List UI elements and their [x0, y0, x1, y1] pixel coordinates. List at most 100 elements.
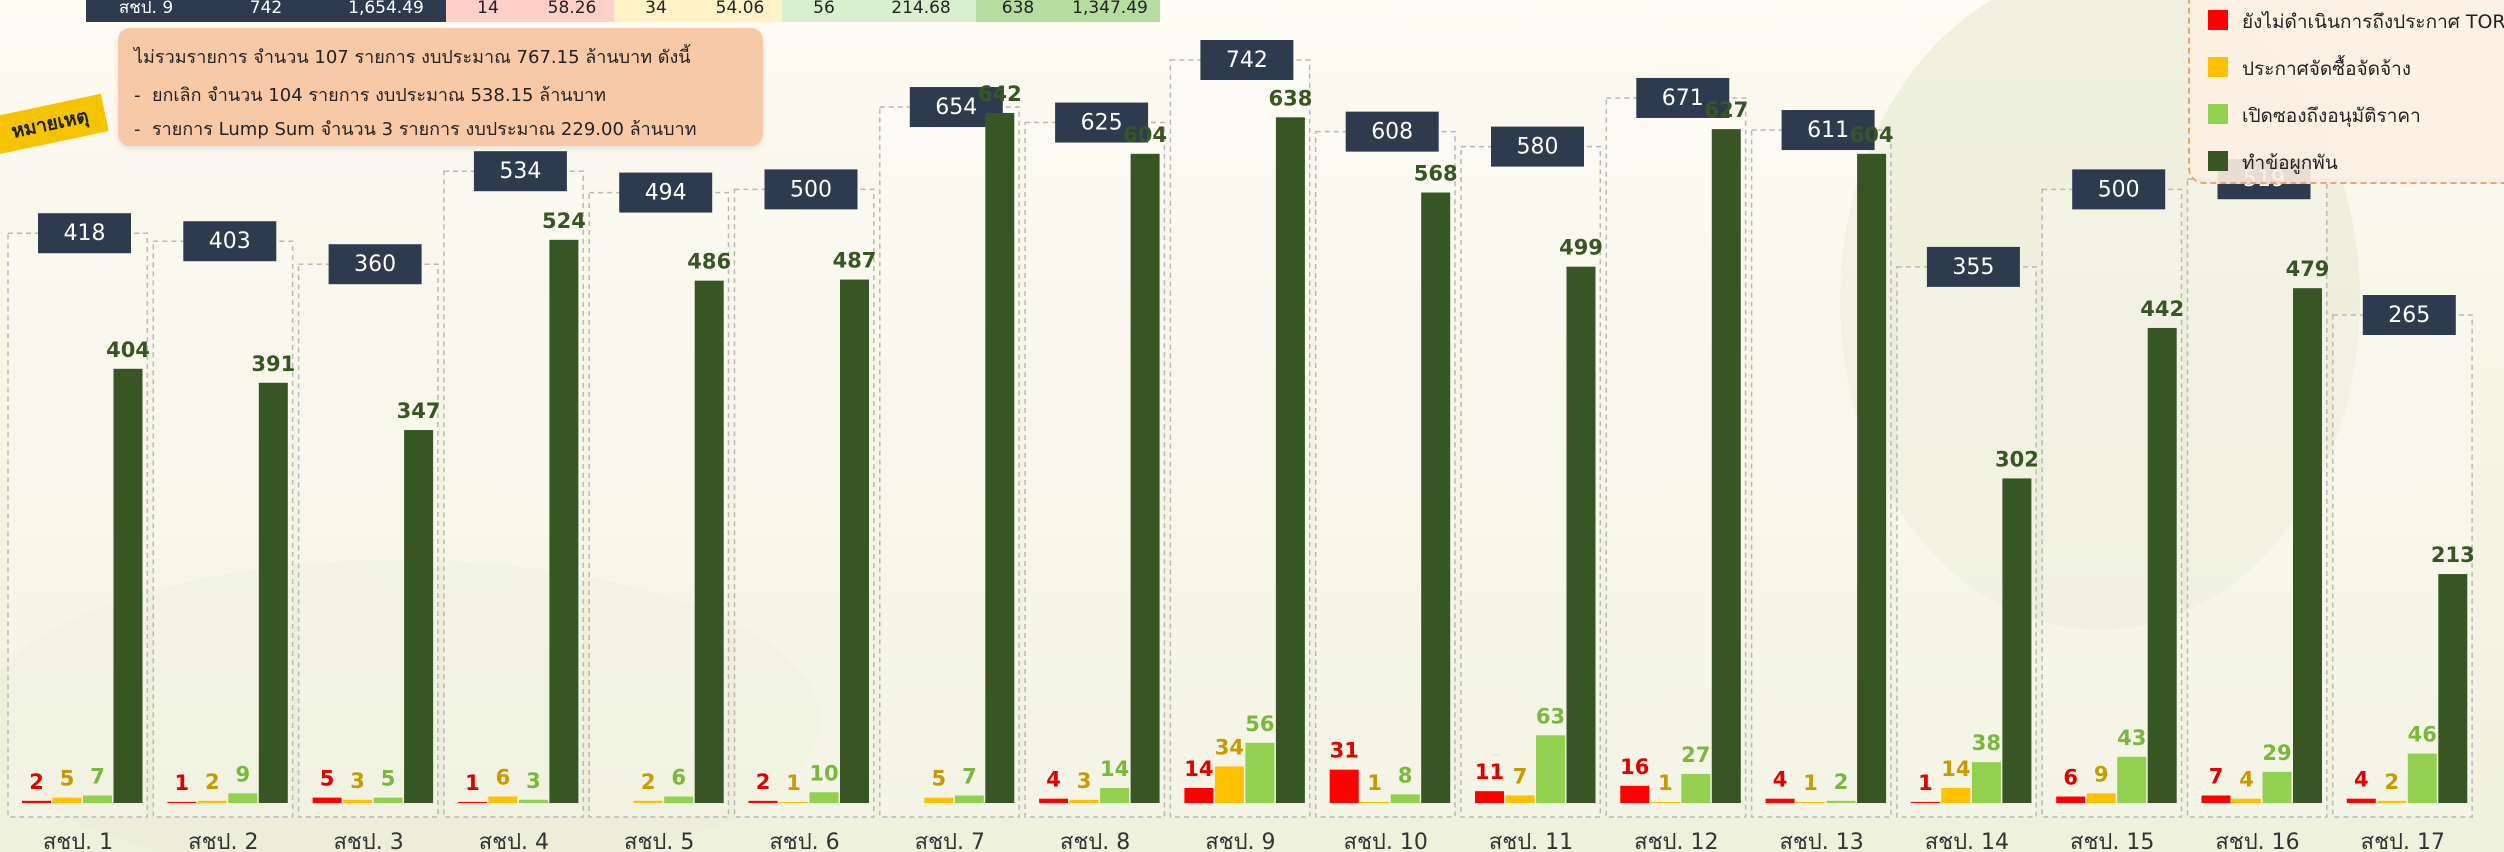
bar [2087, 793, 2116, 803]
value-label: 11 [1475, 760, 1504, 784]
value-label: 10 [809, 761, 838, 785]
x-tick-label: สชป. 6 [769, 830, 839, 852]
bar [1941, 788, 1970, 803]
bar [1215, 766, 1244, 803]
x-tick-label: สชป. 5 [624, 830, 694, 852]
total-label: 355 [1952, 255, 1994, 280]
value-label: 6 [496, 766, 511, 790]
legend-label: ทำข้อผูกพัน [2242, 148, 2338, 178]
bar [259, 383, 288, 803]
bar [2377, 801, 2406, 803]
table-cell: 742 [206, 0, 328, 22]
total-label: 625 [1081, 111, 1123, 136]
value-label: 2 [2384, 770, 2399, 794]
value-label: 442 [2140, 297, 2184, 321]
value-label: 6 [671, 766, 686, 790]
bar [1857, 154, 1886, 803]
bar [779, 802, 808, 803]
bar [53, 798, 82, 803]
x-tick-label: สชป. 14 [1925, 830, 2009, 852]
bar [955, 795, 984, 803]
bar [458, 802, 487, 803]
value-label: 1 [1918, 771, 1933, 795]
value-label: 29 [2262, 741, 2291, 765]
value-label: 1 [786, 771, 801, 795]
value-label: 1 [1658, 771, 1673, 795]
table-cell: 1,347.49 [1060, 0, 1162, 22]
value-label: 5 [381, 767, 396, 791]
table-cell: 58.26 [530, 0, 616, 22]
table-cell: 214.68 [866, 0, 978, 22]
total-label: 403 [209, 229, 251, 254]
value-label: 5 [60, 767, 75, 791]
legend-swatch [2208, 151, 2228, 171]
bar [374, 798, 403, 803]
bar [1796, 802, 1825, 803]
bar [2293, 288, 2322, 803]
bar [1100, 788, 1129, 803]
total-label: 611 [1807, 118, 1849, 143]
legend-swatch [2208, 10, 2228, 30]
bar [2202, 795, 2231, 803]
bar [985, 113, 1014, 803]
total-label: 608 [1371, 120, 1413, 145]
bar [1475, 791, 1504, 803]
bar [1620, 786, 1649, 803]
bar [1276, 117, 1305, 803]
bar [924, 798, 953, 803]
value-label: 604 [1850, 123, 1894, 147]
value-label: 9 [2094, 762, 2109, 786]
bar [695, 281, 724, 803]
value-label: 347 [397, 399, 441, 423]
bar [840, 280, 869, 803]
x-tick-label: สชป. 1 [43, 830, 113, 852]
value-label: 487 [833, 249, 877, 273]
bar [114, 369, 143, 803]
bar [488, 797, 517, 803]
table-cell: 638 [976, 0, 1062, 22]
x-tick-label: สชป. 16 [2215, 830, 2299, 852]
x-tick-label: สชป. 17 [2361, 830, 2445, 852]
bar [1712, 129, 1741, 803]
value-label: 3 [350, 769, 365, 793]
value-label: 486 [687, 250, 731, 274]
total-label: 534 [499, 159, 541, 184]
total-label: 360 [354, 252, 396, 277]
x-tick-label: สชป. 10 [1344, 830, 1428, 852]
value-label: 3 [1077, 769, 1092, 793]
note-item-text: รายการ Lump Sum จำนวน 3 รายการ งบประมาณ … [152, 119, 697, 140]
bar [1766, 799, 1795, 803]
bar [2263, 772, 2292, 803]
bar [2148, 328, 2177, 803]
note-heading: ไม่รวมรายการ จำนวน 107 รายการ งบประมาณ 7… [134, 42, 691, 71]
x-tick-label: สชป. 3 [333, 830, 403, 852]
bar [1360, 802, 1389, 803]
bar [1184, 788, 1213, 803]
total-label: 500 [790, 177, 832, 202]
value-label: 7 [962, 764, 977, 788]
total-label: 654 [935, 95, 977, 120]
table-cell: 14 [446, 0, 532, 22]
bar [22, 801, 51, 803]
bar [228, 793, 257, 803]
value-label: 4 [1046, 768, 1061, 792]
note-item: - รายการ Lump Sum จำนวน 3 รายการ งบประมา… [134, 114, 696, 143]
table-cell: 56 [782, 0, 868, 22]
value-label: 34 [1215, 735, 1244, 759]
table-cell: สชป. 9 [86, 0, 208, 22]
bar [83, 795, 112, 803]
bar [810, 792, 839, 803]
value-label: 302 [1995, 447, 2039, 471]
bar [1070, 800, 1099, 803]
value-label: 604 [1123, 123, 1167, 147]
bar [749, 801, 778, 803]
bar [519, 800, 548, 803]
x-tick-label: สชป. 7 [915, 830, 985, 852]
total-label: 500 [2098, 177, 2140, 202]
bar [1506, 795, 1535, 803]
value-label: 46 [2408, 723, 2437, 747]
bar [1421, 193, 1450, 803]
note-item-text: ยกเลิก จำนวน 104 รายการ งบประมาณ 538.15 … [152, 85, 606, 106]
value-label: 2 [205, 770, 220, 794]
bar [634, 801, 663, 803]
